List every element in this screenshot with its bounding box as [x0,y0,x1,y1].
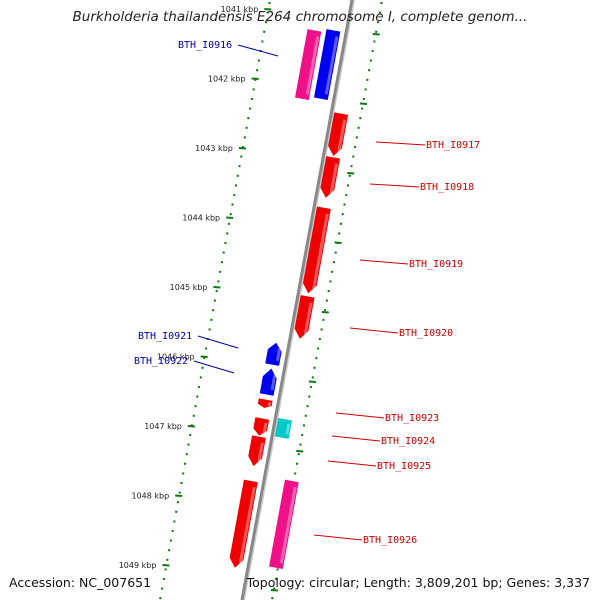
scale-tick-label: 1047 kbp [144,422,182,431]
gene-body [257,398,273,408]
label-leader [331,435,381,442]
gene-BTH_I0926 [229,479,258,568]
gene-body [294,295,315,339]
scale-tick [238,147,246,150]
map-title: Burkholderia thailandensis E264 chromoso… [72,9,528,25]
label-leader [359,259,409,265]
scale-tick-label: 1048 kbp [131,492,169,501]
scale-tick-right [359,102,368,105]
gene-body [314,29,341,101]
scale-tick-right [372,33,380,36]
scale-tick [187,425,195,428]
gene-pink [269,479,299,570]
backbone [240,0,354,600]
scale-tick-right [321,311,329,314]
scale-tick-label: 1043 kbp [195,144,233,153]
gene-label: BTH_I0924 [381,436,435,447]
gene-BTH_I0923 [257,398,273,408]
gene-body [259,368,277,396]
scale-tick [162,564,170,567]
scale-tick-label: 1044 kbp [182,214,220,223]
accession-label: Accession: NC_007651 [9,575,152,590]
scale-tick-right [296,450,304,453]
scale-tick-right [308,380,317,383]
gene-BTH_I0922 [259,368,277,396]
gene-label: BTH_I0920 [399,328,453,339]
scale-tick [251,77,259,80]
gene-body [248,435,266,467]
label-leader [237,44,279,57]
gene-pink [295,29,322,101]
gene-BTH_I0924 [274,417,293,439]
label-leader [197,335,239,349]
label-leader [313,534,363,541]
gene-label: BTH_I0925 [377,461,431,472]
gene-body [295,29,322,101]
label-leader [327,460,377,467]
gene-body [229,479,258,568]
scale-tick-right [347,172,355,175]
gene-BTH_I0917 [328,112,349,156]
gene-label: BTH_I0917 [426,140,480,151]
gene-body [328,112,349,156]
gene-body [274,417,293,439]
gene-body [253,417,270,436]
gene-label: BTH_I0921 [138,331,192,342]
gene-BTH_I0916 [314,29,341,101]
scale-tick [200,355,208,358]
label-leader [375,141,426,146]
gene-body [302,206,331,294]
scale-tick [213,286,221,289]
gene-body [265,342,282,366]
scale-tick-right [334,241,342,244]
scale-tick [175,494,183,497]
scale-tick [226,216,234,219]
label-leader [349,327,399,334]
gene-BTH_I0919 [302,206,331,294]
gene-label: BTH_I0918 [420,182,474,193]
gene-BTH_I0920 [294,295,315,339]
scale-tick-label: 1045 kbp [170,283,208,292]
gene-label: BTH_I0919 [409,259,463,270]
scale-tick-label: 1041 kbp [221,5,259,14]
gene-BTH_I0925 [248,435,266,467]
gene-body [320,156,341,198]
tick-rail-left [159,1,271,600]
label-leader [193,360,235,374]
gene-label: BTH_I0926 [363,535,417,546]
topology-summary: Topology: circular; Length: 3,809,201 bp… [246,575,590,590]
scale-tick-label: 1042 kbp [208,75,246,84]
gene-BTH_I0918 [320,156,341,198]
label-leader [335,412,385,419]
gene-red [253,417,270,436]
gene-BTH_I0921 [265,342,282,366]
scale-tick-label: 1046 kbp [157,353,195,362]
label-leader [369,183,420,188]
scale-tick-label: 1049 kbp [119,561,157,570]
scale-tick-right [270,589,278,592]
gene-label: BTH_I0923 [385,413,439,424]
gene-label: BTH_I0916 [178,40,232,51]
gene-body [269,479,299,570]
gene-label: BTH_I0922 [134,356,188,367]
scale-tick [264,8,272,11]
